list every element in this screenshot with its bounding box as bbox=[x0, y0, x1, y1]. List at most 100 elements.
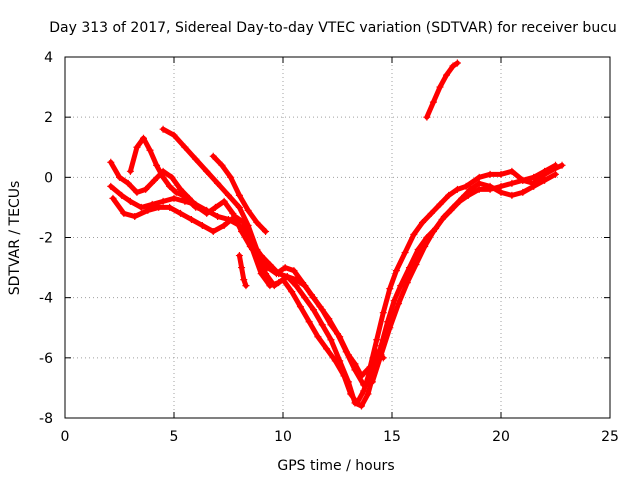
data-trace-segment bbox=[108, 159, 122, 180]
data-point bbox=[445, 191, 453, 199]
data-point bbox=[325, 315, 333, 323]
data-trace-segment bbox=[297, 304, 312, 325]
data-point bbox=[253, 218, 261, 226]
data-point bbox=[299, 279, 307, 287]
data-point bbox=[203, 209, 211, 217]
data-point bbox=[508, 167, 516, 175]
data-point bbox=[211, 203, 219, 211]
data-trace-segment bbox=[182, 144, 199, 162]
data-point bbox=[314, 333, 322, 341]
data-point bbox=[116, 173, 123, 181]
data-point bbox=[209, 227, 217, 235]
x-axis-label: GPS time / hours bbox=[277, 458, 394, 474]
data-series-7 bbox=[235, 252, 250, 290]
data-trace-segment bbox=[404, 262, 419, 286]
data-trace-segment bbox=[424, 99, 436, 120]
data-point bbox=[419, 218, 427, 226]
data-trace-segment bbox=[239, 228, 253, 250]
data-trace-segment bbox=[171, 132, 188, 150]
chart-title: Day 313 of 2017, Sidereal Day-to-day VTE… bbox=[49, 20, 617, 36]
data-point bbox=[305, 318, 313, 326]
data-point bbox=[360, 381, 368, 389]
data-point bbox=[159, 197, 167, 205]
data-point bbox=[412, 261, 420, 269]
data-trace-segment bbox=[378, 325, 393, 358]
data-point bbox=[214, 179, 222, 187]
data-point bbox=[392, 267, 400, 275]
y-tick-label: -6 bbox=[39, 351, 53, 367]
data-series-2 bbox=[109, 170, 559, 410]
data-point bbox=[427, 209, 435, 217]
data-point bbox=[262, 270, 270, 278]
data-point bbox=[177, 209, 185, 217]
data-point bbox=[519, 176, 527, 184]
y-tick-label: -4 bbox=[39, 291, 53, 307]
data-point bbox=[192, 203, 200, 211]
y-tick-label: 2 bbox=[44, 110, 53, 126]
data-point bbox=[168, 173, 176, 181]
data-point bbox=[218, 161, 226, 169]
data-point bbox=[475, 185, 483, 193]
data-point bbox=[403, 279, 411, 287]
data-point bbox=[464, 191, 472, 199]
data-point bbox=[246, 243, 254, 251]
data-trace-segment bbox=[361, 367, 373, 394]
data-trace-segment bbox=[391, 283, 404, 304]
data-trace-segment bbox=[236, 204, 251, 228]
data-point bbox=[353, 399, 361, 407]
data-trace-segment bbox=[398, 265, 412, 289]
data-point bbox=[235, 203, 243, 211]
data-point bbox=[552, 161, 559, 169]
data-point bbox=[368, 378, 376, 386]
data-point bbox=[181, 143, 189, 151]
data-point bbox=[447, 206, 455, 214]
data-point bbox=[242, 282, 250, 290]
data-point bbox=[235, 191, 243, 199]
data-point bbox=[238, 264, 246, 272]
data-trace-segment bbox=[406, 247, 421, 271]
data-point bbox=[166, 203, 174, 211]
x-tick-label: 25 bbox=[601, 429, 619, 445]
data-point bbox=[318, 321, 326, 329]
data-trace-segment bbox=[186, 198, 199, 210]
data-point bbox=[133, 143, 141, 151]
data-point bbox=[159, 125, 167, 133]
data-point bbox=[118, 191, 126, 199]
data-point bbox=[170, 131, 178, 139]
y-tick-label: 0 bbox=[44, 170, 53, 186]
data-point bbox=[541, 176, 549, 184]
data-trace-segment bbox=[306, 319, 321, 340]
data-point bbox=[475, 173, 483, 181]
data-point bbox=[264, 264, 272, 272]
data-point bbox=[357, 402, 365, 410]
data-trace-segment bbox=[367, 349, 380, 373]
data-point bbox=[220, 221, 228, 229]
data-point bbox=[270, 282, 278, 290]
data-point bbox=[316, 303, 324, 311]
data-point bbox=[109, 194, 117, 202]
data-point bbox=[146, 146, 154, 154]
data-point bbox=[283, 273, 291, 281]
data-point bbox=[166, 182, 174, 190]
x-tick-label: 10 bbox=[274, 429, 292, 445]
data-point bbox=[323, 345, 331, 353]
data-point bbox=[386, 324, 394, 332]
data-point bbox=[244, 206, 252, 214]
data-trace-segment bbox=[341, 373, 354, 397]
data-trace-segment bbox=[393, 250, 408, 274]
data-trace-segment bbox=[110, 195, 127, 216]
data-point bbox=[397, 282, 405, 290]
y-tick-label: 4 bbox=[44, 50, 53, 66]
data-point bbox=[220, 197, 228, 205]
data-point bbox=[436, 83, 444, 91]
data-point bbox=[443, 71, 450, 79]
data-trace-segment bbox=[463, 174, 482, 189]
data-point bbox=[139, 134, 147, 142]
data-series-5 bbox=[126, 134, 200, 211]
data-point bbox=[342, 348, 350, 356]
y-axis-label: SDTVAR / TECUs bbox=[7, 181, 23, 296]
data-point bbox=[423, 113, 431, 121]
data-point bbox=[187, 215, 195, 223]
data-point bbox=[107, 158, 115, 166]
data-point bbox=[530, 173, 538, 181]
